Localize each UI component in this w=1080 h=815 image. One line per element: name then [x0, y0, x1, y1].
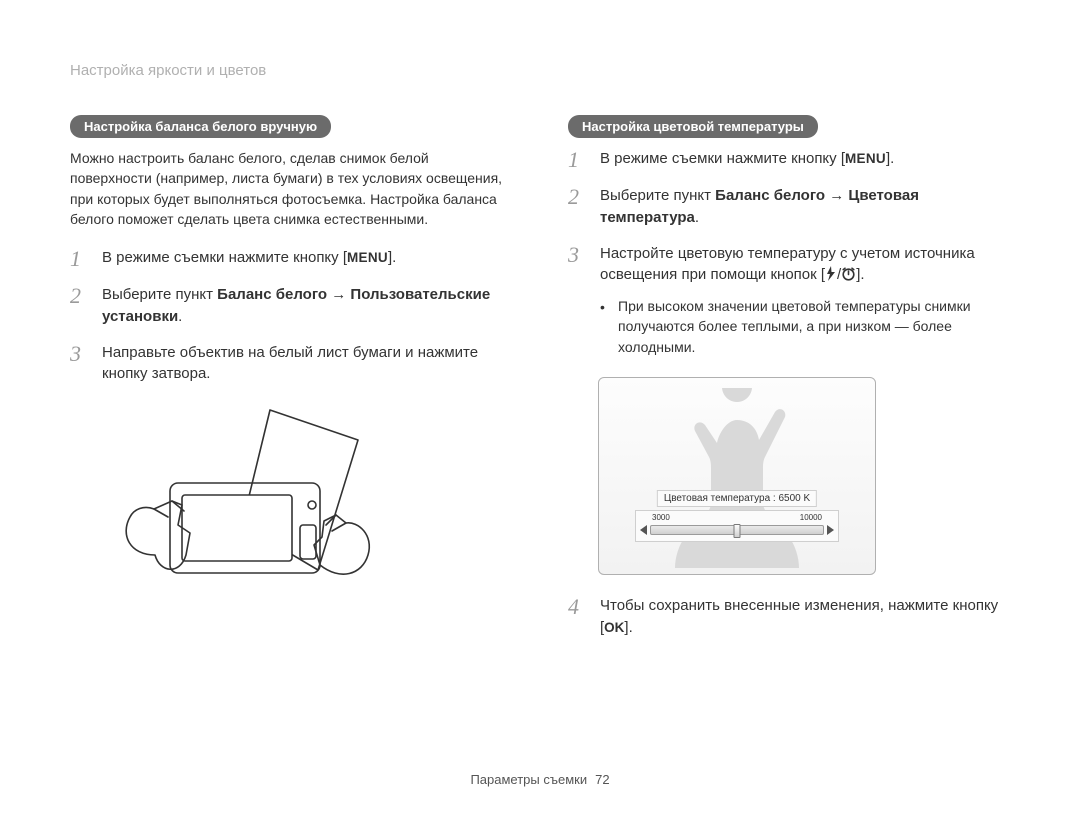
step-text-pre: Чтобы сохранить внесенные изменения, наж…: [600, 597, 998, 636]
step-text: В режиме съемки нажмите кнопку [MENU].: [102, 247, 512, 270]
two-column-layout: Настройка баланса белого вручную Можно н…: [70, 115, 1010, 652]
arrow: →: [825, 187, 848, 204]
right-step-2: 2 Выберите пункт Баланс белого → Цветова…: [568, 185, 1010, 229]
slider-left-arrow-icon: [640, 525, 647, 535]
menu-path-part: Баланс белого: [715, 187, 825, 204]
step-text: Выберите пункт Баланс белого → Пользоват…: [102, 284, 512, 328]
step-text-post: .: [178, 308, 182, 325]
step-number: 3: [568, 243, 586, 363]
slider-bar: [650, 525, 824, 535]
page-title: Настройка яркости и цветов: [70, 62, 1010, 79]
step-text: Направьте объектив на белый лист бумаги …: [102, 342, 512, 386]
right-step-1: 1 В режиме съемки нажмите кнопку [MENU].: [568, 148, 1010, 171]
step-number: 4: [568, 595, 586, 639]
page-number: 72: [595, 772, 609, 787]
step-text-post: .: [695, 209, 699, 226]
left-step-1: 1 В режиме съемки нажмите кнопку [MENU].: [70, 247, 512, 270]
step-text: Настройте цветовую температуру с учетом …: [600, 243, 1010, 363]
camera-paper-svg: [100, 405, 390, 615]
bullet-item: • При высоком значении цветовой температ…: [600, 296, 1010, 357]
step-number: 2: [568, 185, 586, 229]
menu-path-part: Баланс белого: [217, 286, 327, 303]
menu-button-label: MENU: [845, 151, 886, 166]
step-text: Чтобы сохранить внесенные изменения, наж…: [600, 595, 1010, 639]
ok-button-label: OK: [604, 620, 624, 635]
slider-track: [640, 523, 834, 537]
slider-right-arrow-icon: [827, 525, 834, 535]
menu-button-label: MENU: [347, 250, 388, 265]
manual-page: Настройка яркости и цветов Настройка бал…: [0, 0, 1080, 815]
step-text-pre: Выберите пункт: [600, 187, 715, 204]
bullet-dot: •: [600, 296, 608, 357]
step-text: В режиме съемки нажмите кнопку [MENU].: [600, 148, 1010, 171]
color-temp-slider: 3000 10000: [635, 510, 839, 542]
intro-paragraph: Можно настроить баланс белого, сделав сн…: [70, 148, 512, 229]
step-text-pre: В режиме съемки нажмите кнопку [: [102, 249, 347, 266]
flash-icon: [825, 266, 837, 288]
right-step-4: 4 Чтобы сохранить внесенные изменения, н…: [568, 595, 1010, 639]
step-text-post: ].: [856, 266, 864, 283]
step-text-pre: Выберите пункт: [102, 286, 217, 303]
slider-max: 10000: [800, 513, 822, 522]
camera-illustration: [100, 405, 390, 620]
step-number: 2: [70, 284, 88, 328]
footer-section: Параметры съемки: [470, 772, 587, 787]
sub-bullets: • При высоком значении цветовой температ…: [600, 296, 1010, 357]
step-text-pre: В режиме съемки нажмите кнопку [: [600, 150, 845, 167]
camera-screen-preview: Цветовая температура : 6500 K 3000 10000: [598, 377, 876, 575]
left-column: Настройка баланса белого вручную Можно н…: [70, 115, 512, 652]
right-column: Настройка цветовой температуры 1 В режим…: [568, 115, 1010, 652]
left-step-2: 2 Выберите пункт Баланс белого → Пользов…: [70, 284, 512, 328]
section-heading-left: Настройка баланса белого вручную: [70, 115, 331, 138]
page-footer: Параметры съемки 72: [0, 772, 1080, 787]
step-number: 1: [568, 148, 586, 171]
slider-min: 3000: [652, 513, 670, 522]
step-number: 3: [70, 342, 88, 386]
step-text-post: ].: [624, 619, 632, 636]
step-text-post: ].: [388, 249, 396, 266]
self-timer-icon: [841, 266, 856, 288]
right-step-3: 3 Настройте цветовую температуру с учето…: [568, 243, 1010, 363]
left-step-3: 3 Направьте объектив на белый лист бумаг…: [70, 342, 512, 386]
bullet-text: При высоком значении цветовой температур…: [618, 296, 1010, 357]
step-text: Выберите пункт Баланс белого → Цветовая …: [600, 185, 1010, 229]
step-text-pre: Настройте цветовую температуру с учетом …: [600, 245, 975, 284]
step-number: 1: [70, 247, 88, 270]
color-temp-readout: Цветовая температура : 6500 K: [657, 490, 817, 507]
slider-range-labels: 3000 10000: [640, 513, 834, 523]
slider-handle: [734, 524, 741, 538]
step-text-post: ].: [886, 150, 894, 167]
arrow: →: [327, 286, 350, 303]
section-heading-right: Настройка цветовой температуры: [568, 115, 818, 138]
